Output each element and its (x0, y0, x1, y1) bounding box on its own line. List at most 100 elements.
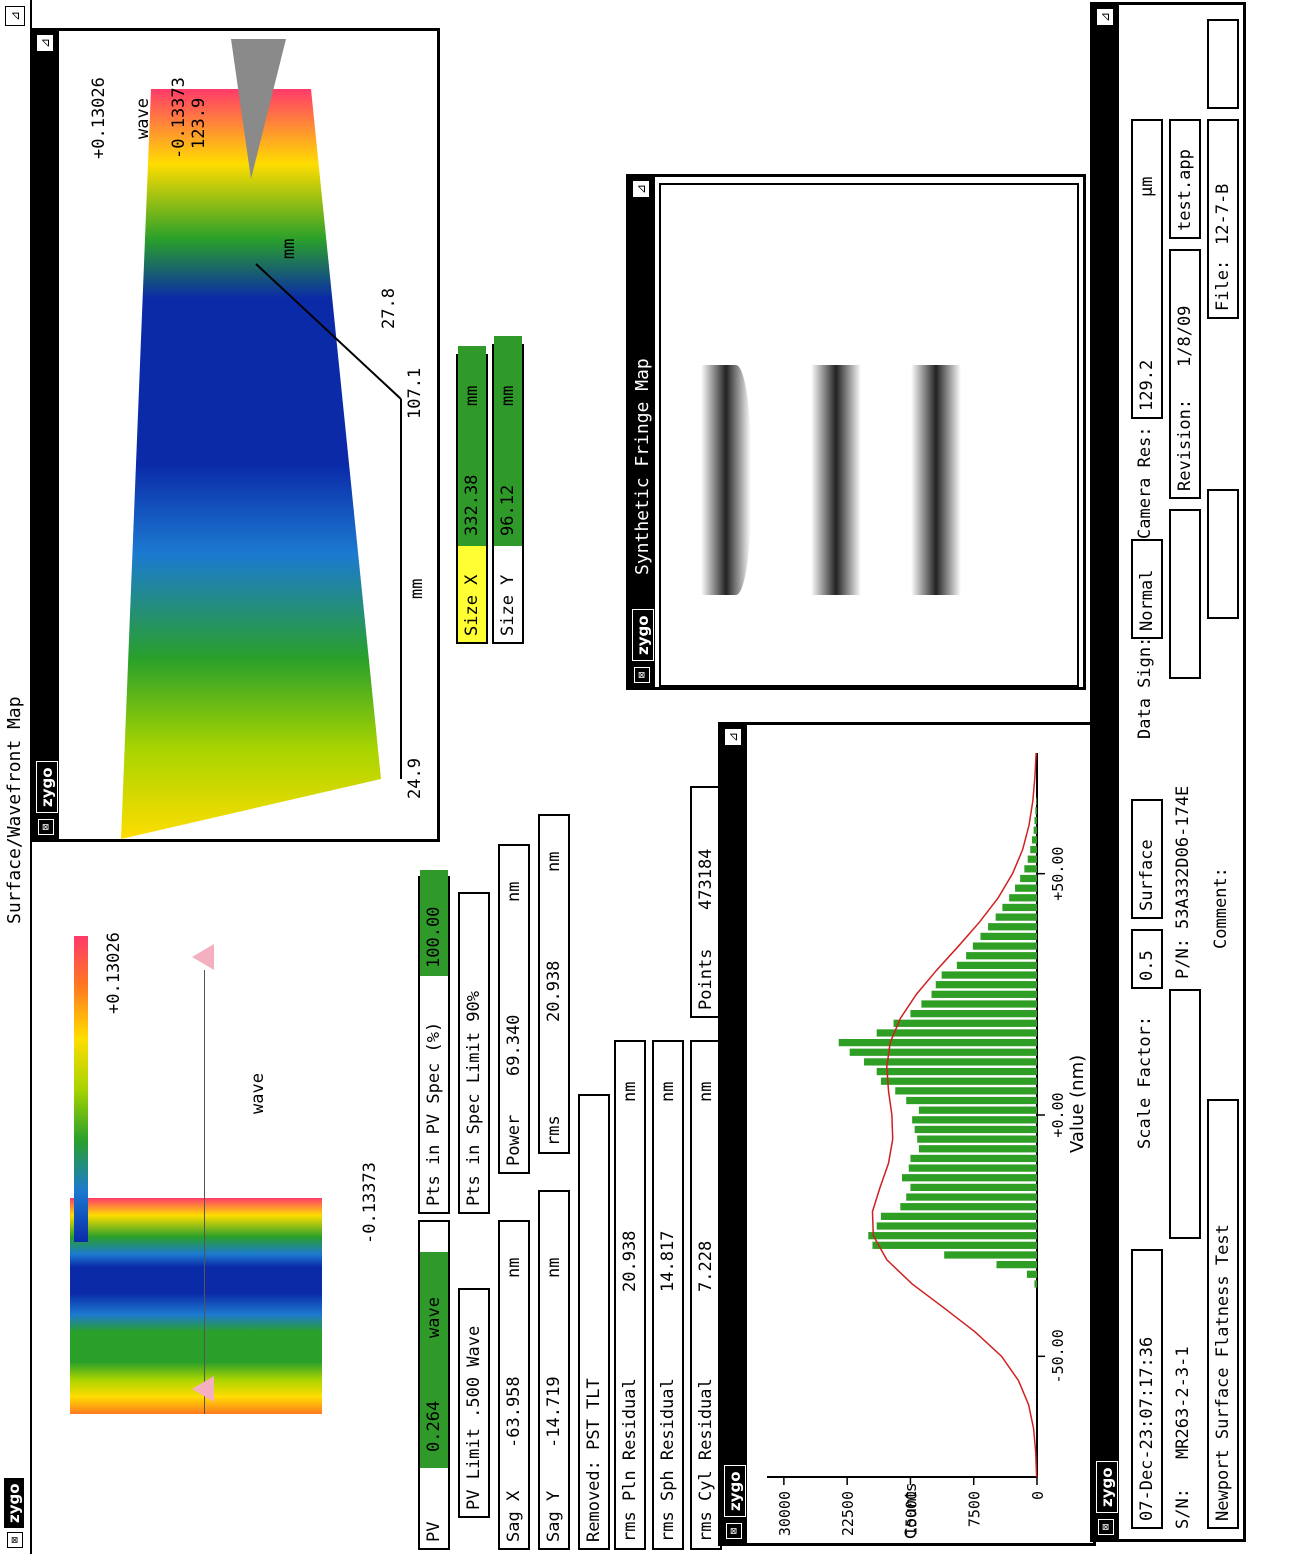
fringe-pin-icon[interactable]: ⊿ (633, 181, 649, 197)
surface-field[interactable]: Surface (1131, 799, 1163, 919)
attributes-close-icon[interactable]: ⊠ (1098, 1519, 1114, 1535)
profile-marker-end-icon[interactable] (192, 944, 214, 970)
histogram-close-icon[interactable]: ⊠ (726, 1523, 742, 1539)
histogram-bar (921, 1000, 1037, 1008)
date-field: 07-Dec-23:07:17:36 (1131, 1249, 1163, 1529)
close-button[interactable]: ⊠ (7, 1532, 23, 1548)
main-titlebar[interactable]: ⊠ zygo Surface/Wavefront Map ⊿ (0, 0, 32, 1554)
histogram-bar (868, 1232, 1037, 1240)
histogram-bar (918, 1106, 1037, 1114)
oblique-pin-icon[interactable]: ⊿ (37, 35, 53, 51)
file-label: File: (1213, 259, 1233, 311)
power-label: Power (504, 1114, 524, 1166)
scale-unit-label: wave (248, 1073, 268, 1114)
oblique-z-range: 123.9 (189, 97, 209, 149)
oblique-surface-image[interactable] (61, 39, 431, 839)
pn-value: 53A332D06-174E (1173, 785, 1193, 929)
histogram-bar (872, 1241, 1037, 1249)
file-extra-box[interactable] (1207, 19, 1239, 109)
sn-label: S/N: (1173, 1488, 1193, 1529)
histogram-bar (910, 1183, 1037, 1192)
points-label: Points (696, 948, 716, 1010)
rms-sph-unit: nm (658, 1081, 678, 1102)
histogram-bar (849, 1048, 1037, 1056)
scale-max-label: +0.13026 (104, 932, 124, 1014)
histogram-pin-icon[interactable]: ⊿ (725, 729, 741, 745)
scale-factor-field[interactable]: 0.5 (1131, 929, 1163, 989)
histogram-chart: 0 7500 15000 22500 30000 -50.00 +0.00 +50.00 (767, 752, 1067, 1536)
histogram-y-tick-label: 30000 (776, 1491, 794, 1536)
size-y-box: Size Y 96.12 mm (492, 336, 524, 644)
histogram-bar (1009, 894, 1037, 902)
histogram-bar (1027, 855, 1037, 863)
pts-pv-spec-label: Pts in PV Spec (%) (424, 1021, 444, 1206)
pv-unit: wave (424, 1297, 444, 1338)
histogram-bar (838, 1038, 1037, 1047)
histogram-bar (908, 1164, 1037, 1172)
fringe-close-icon[interactable]: ⊠ (634, 667, 650, 683)
pv-label: PV (424, 1521, 444, 1542)
revision-label: Revision: (1175, 398, 1195, 491)
histogram-fit-line (871, 752, 1038, 1478)
oblique-close-icon[interactable]: ⊠ (38, 819, 54, 835)
histogram-bar (1031, 836, 1037, 844)
sag-y-unit: nm (544, 1257, 564, 1278)
sn-field-box[interactable] (1169, 989, 1201, 1239)
size-x-value: 332.38 (462, 474, 482, 536)
histogram-x-tick-label: -50.00 (1049, 1329, 1067, 1383)
pv-limit-box: PV Limit .500 Wave (458, 1288, 490, 1518)
sag-x-value: -63.958 (504, 1376, 524, 1448)
scale-factor-label: Scale Factor: (1135, 1015, 1155, 1149)
sag-x-box: Sag X -63.958 nm (498, 1220, 530, 1550)
histogram-bar (1024, 865, 1037, 873)
rms-box: rms 20.938 nm (538, 814, 570, 1154)
comment-label: Comment: (1211, 867, 1231, 949)
test-name-field[interactable]: Newport Surface Flatness Test (1207, 1099, 1239, 1529)
attributes-pin-icon[interactable]: ⊿ (1097, 9, 1113, 25)
attributes-panel: ⊠ zygo ⊿ Measurement Attributes 07-Dec-2… (1090, 2, 1246, 1542)
histogram-bar (902, 1174, 1037, 1182)
histogram-zygo-logo: zygo (724, 1465, 746, 1517)
power-unit: nm (504, 881, 524, 902)
fringe-image[interactable] (659, 183, 1079, 687)
pn-field-box[interactable] (1169, 509, 1201, 679)
oblique-y-unit: mm (279, 238, 299, 259)
histogram-xlabel: Value (nm) (1067, 1054, 1088, 1153)
histogram-bar (876, 1222, 1037, 1230)
histogram-bar (864, 1058, 1037, 1066)
rms-cyl-value: 7.228 (696, 1240, 716, 1292)
rms-pln-label: rms Pln Residual (620, 1378, 640, 1542)
sag-x-unit: nm (504, 1257, 524, 1278)
oblique-x-start: 24.9 (405, 758, 425, 799)
histogram-bar (988, 923, 1037, 931)
histogram-bar (1020, 874, 1037, 883)
rms-pln-box: rms Pln Residual 20.938 nm (614, 1040, 646, 1550)
oblique-x-end: 107.1 (405, 367, 425, 419)
fringe-band-1 (701, 365, 751, 595)
color-scale-bar (74, 936, 88, 1242)
histogram-bar (1026, 1270, 1037, 1278)
pv-box: PV 0.264 wave (418, 1220, 450, 1550)
profile-marker-start-icon[interactable] (192, 1376, 214, 1402)
histogram-title: Histogram (727, 1079, 748, 1177)
comment-field[interactable] (1207, 489, 1239, 619)
data-sign-field[interactable]: Normal (1131, 539, 1163, 639)
rms-sph-box: rms Sph Residual 14.817 nm (652, 1040, 684, 1550)
removed-box: Removed: PST TLT (578, 1094, 610, 1550)
histogram-bar (995, 913, 1037, 921)
pts-pv-spec-value: 100.00 (420, 870, 448, 976)
fringe-map-panel: ⊠ zygo ⊿ Synthetic Fringe Map (626, 174, 1086, 690)
app-field[interactable]: test.app (1169, 119, 1201, 239)
histogram-bar (972, 942, 1037, 950)
histogram-bar (935, 981, 1037, 989)
pin-icon[interactable]: ⊿ (5, 6, 25, 26)
fringe-zygo-logo: zygo (632, 609, 654, 661)
oblique-zygo-logo: zygo (36, 761, 58, 813)
histogram-x-tick-label: +0.00 (1049, 1092, 1067, 1137)
histogram-bar (910, 1154, 1037, 1163)
oblique-x-unit: mm (407, 578, 427, 599)
revision-value: 1/8/09 (1175, 305, 1195, 367)
histogram-bar (893, 1019, 1037, 1027)
camera-res-value: 129.2 (1137, 359, 1157, 411)
histogram-bar (914, 1125, 1037, 1134)
